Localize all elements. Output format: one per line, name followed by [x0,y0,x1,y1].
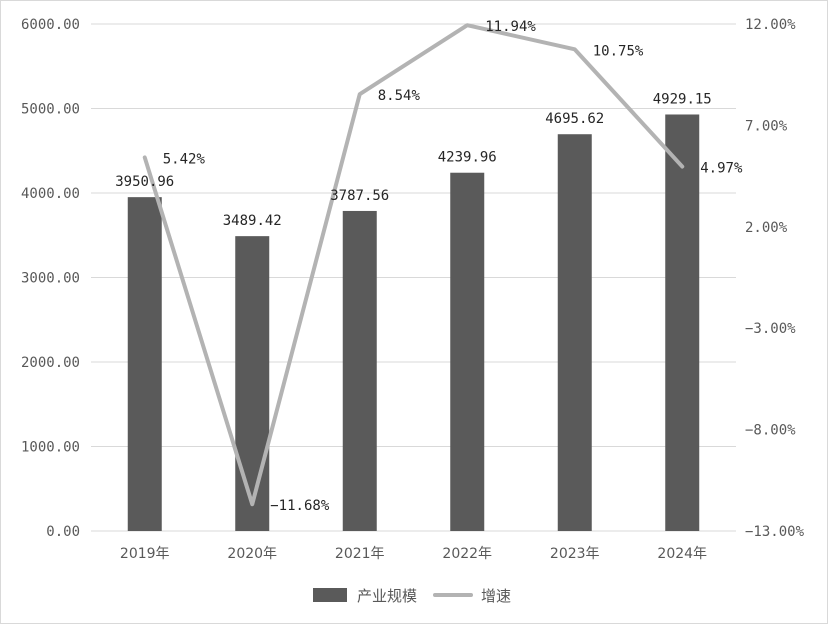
gridlines [91,23,736,532]
bar [665,114,700,532]
bar-value-label: 3787.56 [330,188,389,204]
bar [235,236,270,531]
growth-line [142,23,685,507]
right-tick-label: 7.00% [745,118,788,134]
right-axis-ticks: −13.00% −8.00% −3.00% 2.00% 7.00% 12.00% [745,17,805,540]
bar-value-label: 4239.96 [438,150,497,166]
left-tick-label: 0.00 [46,524,80,540]
left-tick-label: 6000.00 [21,17,80,33]
growth-value-label: 10.75% [593,43,644,59]
bar [557,134,592,532]
growth-value-label: 4.97% [700,161,743,177]
left-axis-ticks: 0.00 1000.00 2000.00 3000.00 4000.00 5000.00 6… [21,17,80,540]
right-tick-label: −13.00% [745,524,805,540]
growth-value-label: 11.94% [485,19,536,35]
left-tick-label: 2000.00 [21,355,80,371]
growth-value-label: 8.54% [378,88,421,104]
bar-value-label: 3489.42 [223,213,282,229]
data-labels: 3950.96 3489.42 3787.56 4239.96 4695.62 4929.… [115,19,743,514]
bar [450,172,485,531]
legend-bar-label: 产业规模 [357,587,417,605]
legend-bar-swatch [313,588,347,602]
category-label: 2019年 [120,546,170,562]
bar-value-label: 4929.15 [653,91,712,107]
right-tick-label: 12.00% [745,17,796,33]
left-tick-label: 1000.00 [21,440,80,456]
right-tick-label: −3.00% [745,321,796,337]
category-label: 2020年 [227,546,277,562]
category-label: 2022年 [442,546,492,562]
growth-value-label: 5.42% [163,151,206,167]
bar-series [127,114,700,532]
left-tick-label: 5000.00 [21,102,80,118]
line-series [142,23,685,507]
category-label: 2023年 [550,546,600,562]
bar-value-label: 4695.62 [545,111,604,127]
bar [127,197,162,532]
right-tick-label: −8.00% [745,423,796,439]
bar [342,210,377,532]
bar-value-label: 3950.96 [115,174,174,190]
left-tick-label: 3000.00 [21,271,80,287]
right-tick-label: 2.00% [745,220,788,236]
category-label: 2024年 [657,546,707,562]
legend-line-label: 增速 [481,587,511,605]
category-label: 2021年 [335,546,385,562]
category-labels: 2019年 2020年 2021年 2022年 2023年 2024年 [120,546,707,562]
growth-value-label: −11.68% [270,498,330,514]
left-tick-label: 4000.00 [21,186,80,202]
legend: 产业规模 增速 [313,587,511,605]
